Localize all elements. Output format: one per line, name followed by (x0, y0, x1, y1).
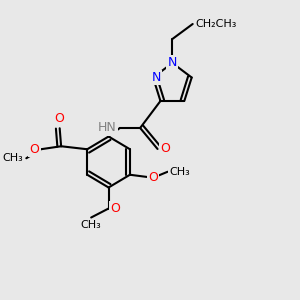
Text: N: N (151, 71, 161, 84)
Text: HN: HN (98, 122, 117, 134)
Text: CH₃: CH₃ (169, 167, 190, 177)
Text: O: O (148, 171, 158, 184)
Text: CH₃: CH₃ (81, 220, 101, 230)
Text: N: N (168, 56, 177, 70)
Text: O: O (110, 202, 120, 215)
Text: O: O (160, 142, 170, 155)
Text: CH₂CH₃: CH₂CH₃ (196, 19, 237, 29)
Text: CH₃: CH₃ (3, 153, 23, 163)
Text: O: O (29, 143, 39, 156)
Text: O: O (55, 112, 64, 125)
